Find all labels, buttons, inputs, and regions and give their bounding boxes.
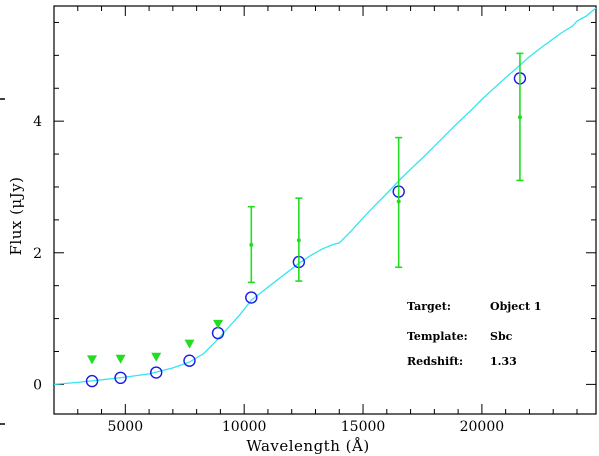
y-axis-title: Flux (μJy) xyxy=(7,176,25,255)
upper-limit-marker xyxy=(115,354,126,364)
model-flux-point xyxy=(85,374,99,388)
info-panel: Target: Object 1 Template: Sbc Redshift:… xyxy=(407,300,542,368)
y-tick-label: 4 xyxy=(33,114,42,130)
axes xyxy=(53,5,597,415)
upper-limit-marker xyxy=(213,319,224,329)
redshift-value: 1.33 xyxy=(490,355,517,368)
model-flux-point xyxy=(114,371,127,385)
edge-marks xyxy=(0,98,5,425)
target-value: Object 1 xyxy=(490,300,542,313)
x-tick-label: 5000 xyxy=(107,419,143,435)
observed-point xyxy=(517,115,522,120)
model-flux-point xyxy=(183,354,196,367)
observed-point xyxy=(396,199,401,204)
y-tick-label: 0 xyxy=(33,377,42,393)
plot-series xyxy=(53,7,597,388)
tick-labels: 5000 10000 15000 20000 0 2 4 xyxy=(33,114,504,435)
x-axis-title: Wavelength (Å) xyxy=(246,437,369,455)
axis-ticks xyxy=(54,6,596,414)
x-tick-label: 15000 xyxy=(341,419,386,435)
template-spectrum-line xyxy=(53,7,597,386)
upper-limit-marker xyxy=(151,352,162,362)
x-tick-label: 10000 xyxy=(222,419,267,435)
model-flux-point xyxy=(245,291,258,304)
target-label: Target: xyxy=(407,300,451,313)
x-tick-label: 20000 xyxy=(460,419,505,435)
plot-frame xyxy=(53,5,597,415)
y-tick-label: 2 xyxy=(33,246,42,262)
model-flux-point xyxy=(211,326,225,340)
redshift-label: Redshift: xyxy=(407,355,463,368)
observed-point xyxy=(249,242,254,247)
template-label: Template: xyxy=(407,330,468,343)
template-value: Sbc xyxy=(490,330,513,343)
observed-point xyxy=(296,238,301,243)
upper-limit-marker xyxy=(87,355,98,365)
upper-limit-marker xyxy=(184,339,195,349)
model-flux-point xyxy=(150,366,163,379)
